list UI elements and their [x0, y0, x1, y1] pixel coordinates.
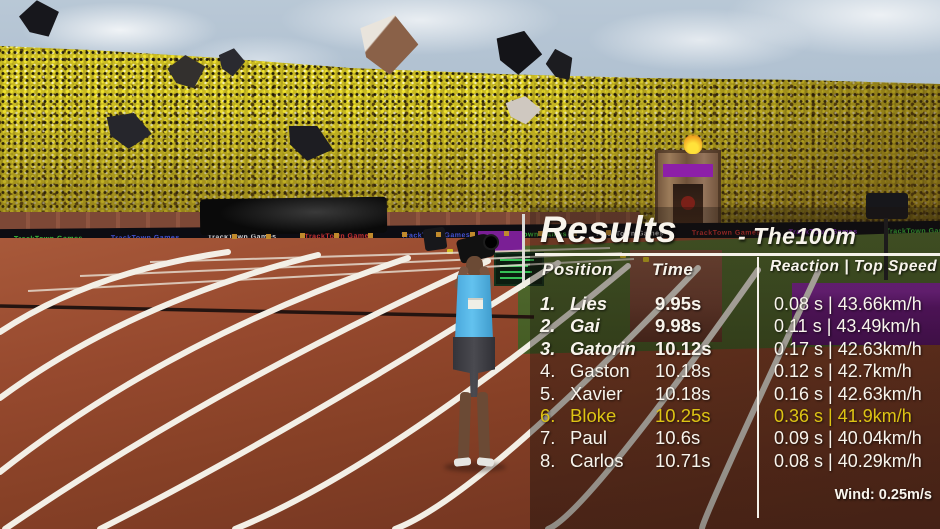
column-header-position: Position	[542, 260, 614, 279]
reaction-and-topspeed: 0.16 s | 42.63km/h	[774, 383, 922, 404]
result-time: 10.6s	[655, 427, 701, 449]
result-position: 7.	[540, 427, 556, 449]
column-header-time: Time	[652, 260, 694, 279]
tower-banner	[663, 164, 713, 177]
runner-name: Gaston	[570, 360, 630, 382]
column-divider	[757, 257, 759, 518]
reaction-and-topspeed: 0.08 s | 40.29km/h	[774, 450, 922, 471]
result-row: 5. Xavier 10.18s 0.16 s | 42.63km/h	[530, 383, 940, 405]
column-header-reaction-topspeed: Reaction | Top Speed	[770, 258, 938, 275]
result-time: 10.18s	[655, 382, 711, 404]
reaction-and-topspeed: 0.11 s | 43.49km/h	[774, 316, 921, 337]
result-position: 8.	[540, 449, 556, 471]
runner-name: Gai	[570, 315, 600, 337]
runner-name: Lies	[570, 293, 608, 314]
runner-character	[432, 232, 516, 474]
runner-leg	[476, 391, 491, 463]
runner-shoe	[476, 457, 495, 467]
results-subtitle: - The100m	[738, 223, 857, 249]
result-position: 1.	[540, 293, 556, 314]
camera-pole	[884, 218, 888, 280]
result-position: 2.	[540, 315, 556, 337]
result-time: 10.12s	[655, 337, 712, 359]
result-position: 6.	[540, 404, 556, 426]
result-time: 10.25s	[655, 404, 711, 426]
reaction-and-topspeed: 0.08 s | 43.66km/h	[774, 294, 922, 314]
result-row: 4. Gaston 10.18s 0.12 s | 42.7km/h	[530, 360, 940, 382]
marker-cone	[643, 257, 649, 262]
reaction-and-topspeed: 0.36 s | 41.9km/h	[774, 405, 912, 426]
runner-leg	[457, 391, 472, 463]
reaction-and-topspeed: 0.17 s | 42.63km/h	[774, 338, 922, 359]
result-time: 9.98s	[655, 315, 702, 337]
results-panel: Results - The100m Position Time Reaction…	[530, 207, 940, 529]
result-time: 10.18s	[655, 360, 711, 382]
wind-readout: Wind: 0.25m/s	[834, 487, 932, 503]
runner-shadow	[444, 462, 506, 472]
camera-head	[866, 193, 908, 219]
runner-name: Bloke	[570, 404, 617, 426]
tower-emblem	[681, 196, 695, 210]
reaction-and-topspeed: 0.09 s | 40.04km/h	[774, 428, 922, 449]
runner-bib	[468, 298, 483, 309]
result-time: 9.95s	[655, 293, 702, 314]
title-underline	[535, 253, 940, 256]
result-row: 3. Gatorin 10.12s 0.17 s | 42.63km/h	[530, 338, 940, 360]
result-row: 8. Carlos 10.71s 0.08 s | 40.29km/h	[530, 450, 940, 472]
results-title: Results	[540, 209, 678, 250]
finish-post	[522, 214, 525, 288]
stadium-screen	[199, 196, 388, 236]
reaction-and-topspeed: 0.12 s | 42.7km/h	[774, 361, 912, 382]
result-position: 5.	[540, 382, 556, 404]
runner-name: Paul	[570, 427, 608, 449]
torch-flame	[684, 134, 702, 154]
result-row: 7. Paul 10.6s 0.09 s | 40.04km/h	[530, 427, 940, 449]
runner-name: Xavier	[570, 382, 623, 404]
result-row: 2. Gai 9.98s 0.11 s | 43.49km/h	[530, 315, 940, 337]
result-row: 1. Lies 9.95s 0.08 s | 43.66km/h	[530, 293, 940, 315]
result-position: 4.	[540, 360, 556, 382]
runner-shorts	[453, 337, 495, 397]
runner-name: Carlos	[570, 449, 624, 471]
result-position: 3.	[540, 337, 556, 359]
runner-name: Gatorin	[570, 337, 636, 359]
result-row: 6. Bloke 10.25s 0.36 s | 41.9km/h	[530, 405, 940, 427]
results-table-body: 1. Lies 9.95s 0.08 s | 43.66km/h 2. Gai 9.98s 0…	[530, 293, 940, 472]
result-time: 10.71s	[655, 449, 711, 471]
